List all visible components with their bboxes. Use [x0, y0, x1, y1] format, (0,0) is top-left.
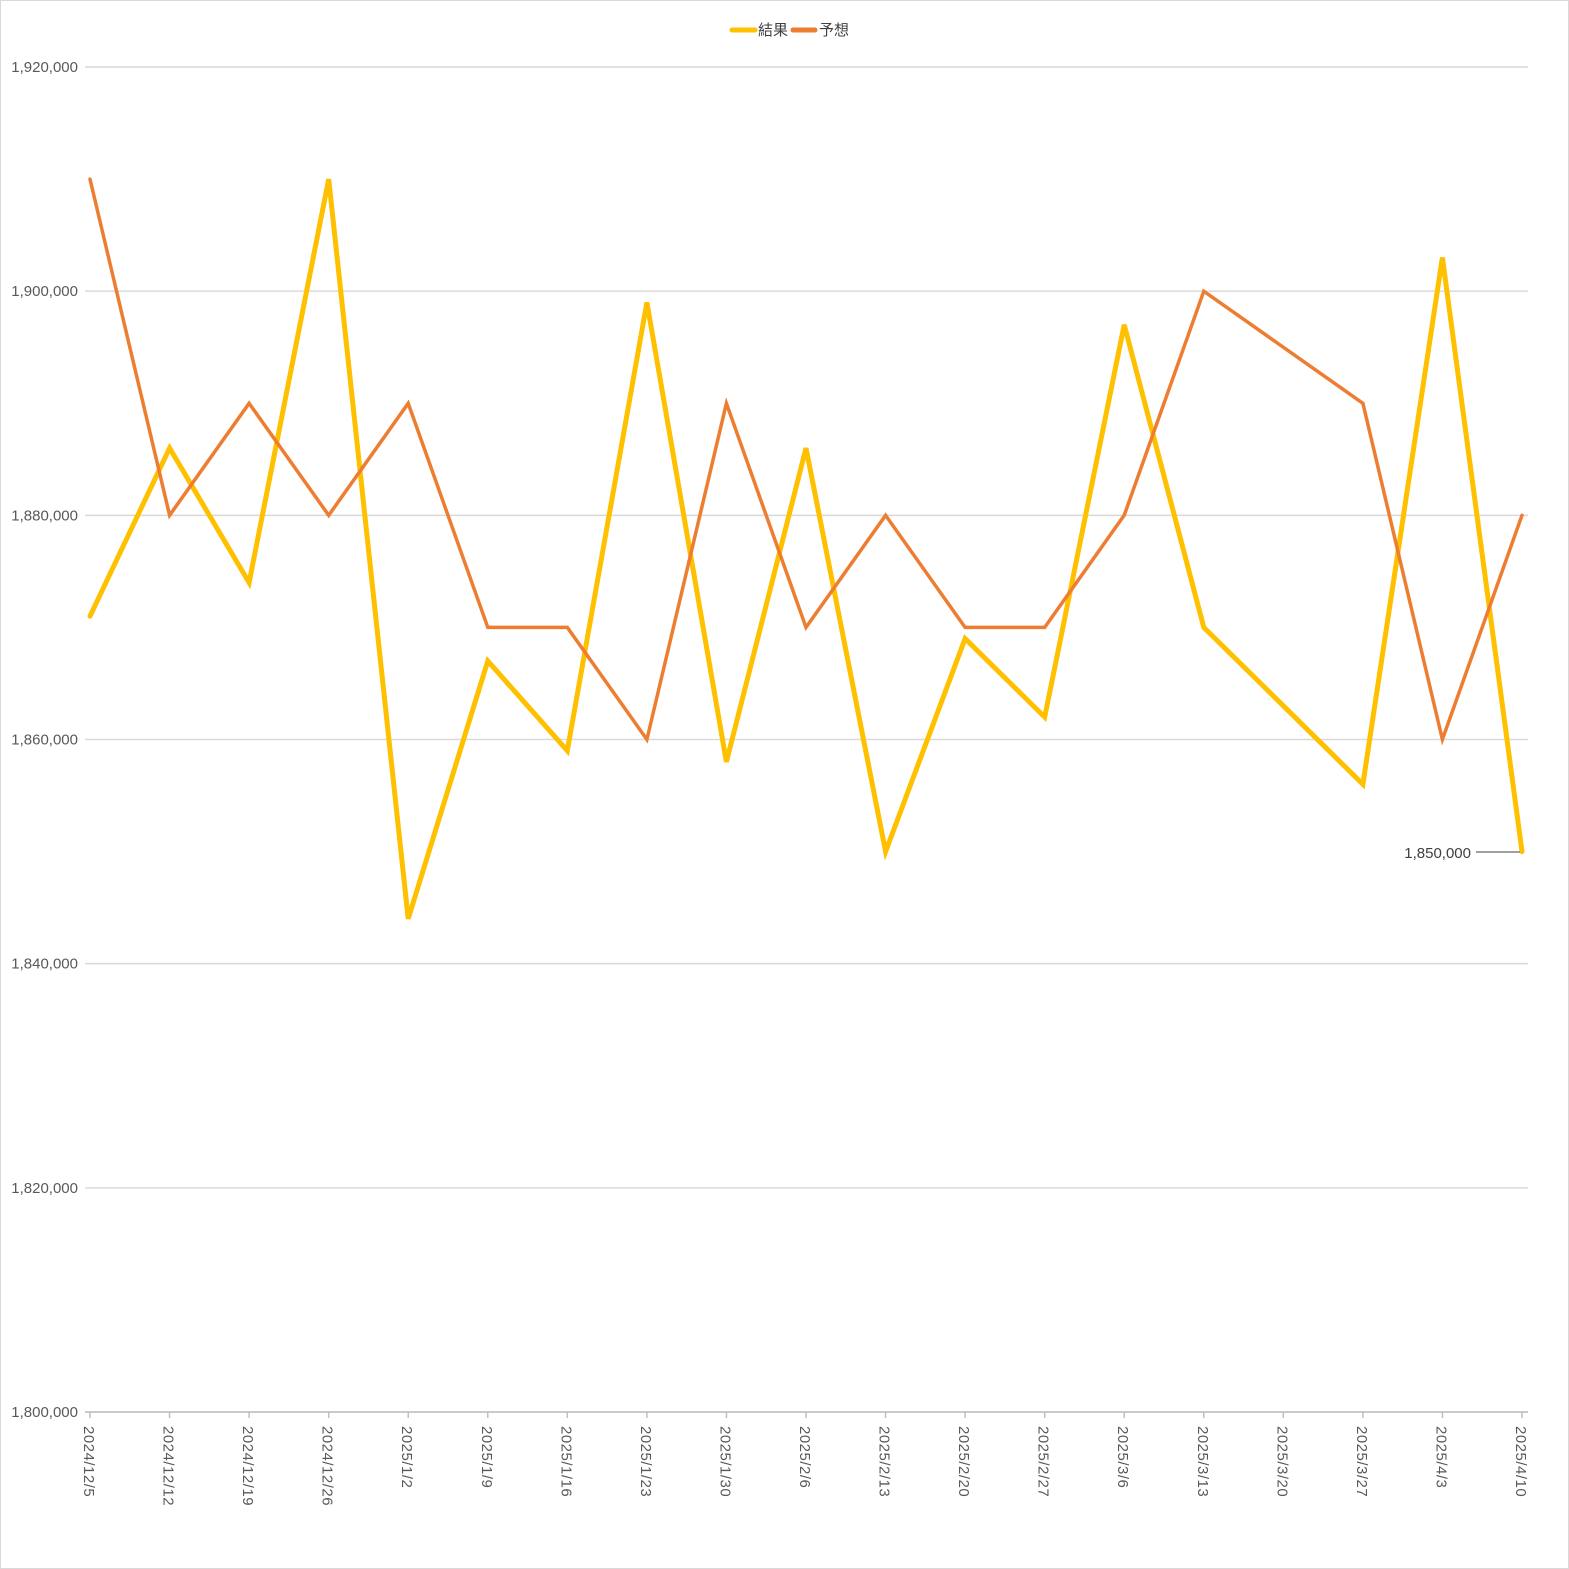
x-tick-label: 2025/1/16 — [557, 1426, 574, 1497]
x-axis: 2024/12/5 2024/12/12 2024/12/19 2024/12/26 2… — [80, 1411, 1529, 1506]
y-tick-label: 1,900,000 — [11, 283, 78, 300]
y-tick-label: 1,820,000 — [11, 1180, 78, 1197]
x-tick-label: 2024/12/5 — [80, 1426, 97, 1497]
x-tick-label: 2025/1/9 — [478, 1426, 495, 1488]
x-tick-label: 2025/3/20 — [1273, 1426, 1290, 1497]
series-layer — [87, 177, 1525, 920]
x-tick-label: 2025/4/3 — [1432, 1426, 1449, 1488]
x-tick-label: 2025/1/23 — [637, 1426, 654, 1497]
legend-label-result: 結果 — [758, 22, 788, 39]
data-callout: 1,850,000 — [1404, 845, 1520, 862]
callout-label: 1,850,000 — [1404, 845, 1471, 862]
y-tick-label: 1,800,000 — [11, 1404, 78, 1421]
legend: 結果 予想 — [729, 22, 849, 39]
x-tick-label: 2025/1/30 — [716, 1426, 733, 1497]
y-tick-label: 1,920,000 — [11, 59, 78, 76]
x-tick-label: 2025/2/27 — [1035, 1426, 1052, 1497]
x-tick-label: 2025/3/27 — [1353, 1426, 1370, 1497]
y-tick-label: 1,880,000 — [11, 507, 78, 524]
x-tick-label: 2024/12/19 — [239, 1426, 256, 1506]
x-tick-label: 2025/1/2 — [398, 1426, 415, 1488]
x-tick-label: 2024/12/12 — [160, 1426, 177, 1506]
x-tick-label: 2025/3/6 — [1114, 1426, 1131, 1488]
x-tick-label: 2025/2/13 — [876, 1426, 893, 1497]
y-axis: 1,800,000 1,820,000 1,840,000 1,860,000 1,88… — [11, 59, 78, 1421]
series-line-forecast — [88, 177, 1524, 746]
y-tick-label: 1,860,000 — [11, 732, 78, 749]
x-tick-label: 2025/2/6 — [796, 1426, 813, 1488]
x-tick-label: 2024/12/26 — [319, 1426, 336, 1506]
gridlines — [85, 66, 1528, 1413]
x-tick-label: 2025/2/20 — [955, 1426, 972, 1497]
series-line-result — [87, 178, 1525, 920]
x-tick-label: 2025/3/13 — [1194, 1426, 1211, 1497]
y-tick-label: 1,840,000 — [11, 956, 78, 973]
legend-label-forecast: 予想 — [819, 22, 849, 39]
x-tick-label: 2025/4/10 — [1512, 1426, 1529, 1497]
